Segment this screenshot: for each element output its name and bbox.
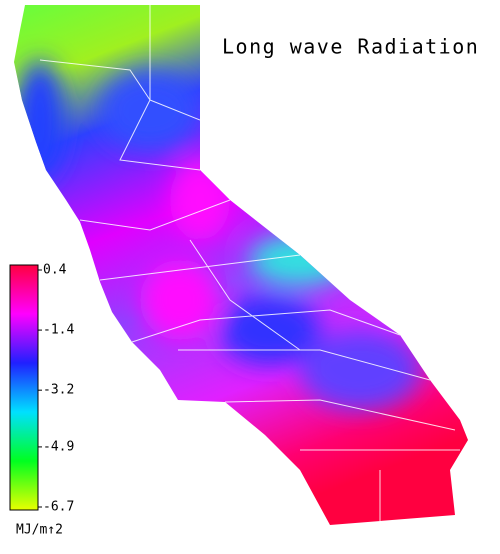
color-bar bbox=[9, 264, 39, 511]
unit-label: MJ/m↑2 bbox=[16, 523, 63, 538]
tick-label: -4.9 bbox=[43, 439, 74, 454]
tick-label: 0.4 bbox=[43, 263, 67, 278]
map-title: Long wave Radiation bbox=[222, 35, 479, 59]
tick-label: -1.4 bbox=[43, 323, 74, 338]
tick-label: -3.2 bbox=[43, 383, 74, 398]
color-legend: MJ/m↑2 0.4 -1.4 -3.2 -4.9 -6.7 bbox=[9, 263, 74, 538]
tick-label: -6.7 bbox=[43, 500, 74, 515]
